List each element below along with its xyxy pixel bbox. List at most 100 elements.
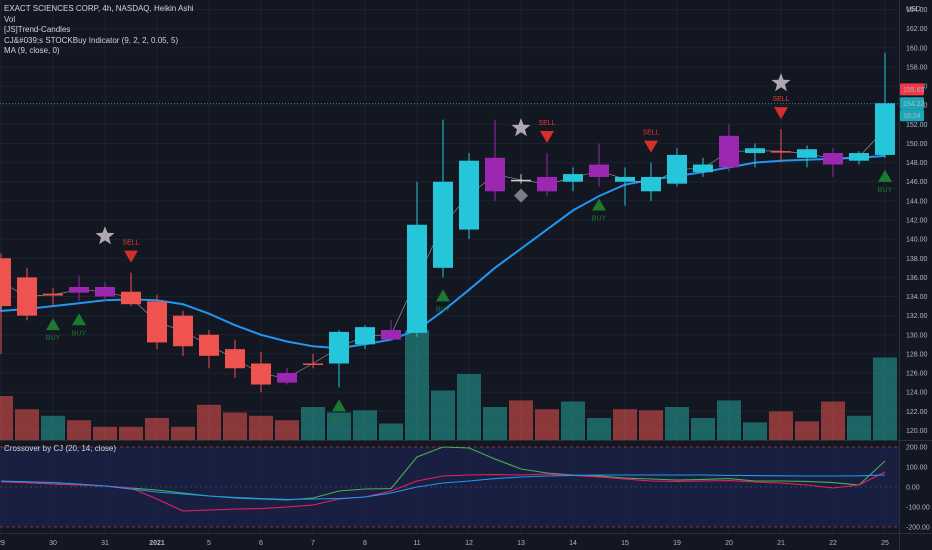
time-tick-label: 7 (311, 540, 315, 547)
sell-label: SELL (772, 96, 789, 103)
candle-body (693, 164, 713, 173)
volume-bar (743, 422, 767, 440)
sell-arrow-icon (124, 250, 138, 263)
volume-bar (769, 411, 793, 440)
candle-body (303, 363, 323, 365)
candle-body (875, 103, 895, 155)
candle-body (381, 330, 401, 340)
oscillator-line-red (0, 471, 886, 512)
candle-body (407, 224, 427, 333)
candle-body (199, 334, 219, 356)
volume-bar (483, 407, 507, 440)
price-badge-current-bg (900, 97, 924, 110)
candle-body (459, 160, 479, 230)
diamond-icon (514, 188, 528, 203)
volume-bar (119, 426, 143, 440)
volume-bar (301, 407, 325, 440)
oscillator-title[interactable]: Crossover by CJ (20, 14, close) (4, 444, 117, 453)
volume-bar (405, 330, 429, 440)
volume-bar (535, 409, 559, 440)
candle-body (43, 293, 63, 296)
volume-bar (197, 404, 221, 440)
candle-body (719, 135, 739, 168)
oscillator-tick-label: 100.00 (906, 465, 928, 472)
candle-body (485, 157, 505, 192)
oscillator-band (0, 447, 899, 527)
buy-label: BUY (332, 416, 347, 423)
volume-bar (457, 374, 481, 440)
price-badge-current: 154.22 (903, 101, 925, 108)
candle-body (355, 327, 375, 345)
price-tick-label: 120.00 (906, 428, 928, 435)
oscillator-tick-label: -200.00 (906, 525, 930, 532)
price-badge-red: 155.65 (903, 87, 925, 94)
time-tick-label: 15 (621, 540, 629, 547)
volume-bar (379, 423, 403, 440)
volume-bar (0, 396, 13, 440)
volume-bar (275, 420, 299, 440)
sell-arrow-icon (644, 140, 658, 153)
candle-body (771, 151, 791, 153)
volume-bar (639, 410, 663, 440)
price-tick-label: 134.00 (906, 294, 928, 301)
time-tick-label: 30 (49, 540, 57, 547)
legend-volume[interactable]: Vol (4, 14, 16, 24)
time-tick-label: 22 (829, 540, 837, 547)
sell-arrow-icon (774, 107, 788, 120)
volume-bar (145, 418, 169, 440)
price-tick-label: 164.00 (906, 7, 928, 14)
candle-body (615, 176, 635, 182)
price-tick-label: 136.00 (906, 275, 928, 282)
star-icon (511, 118, 531, 137)
buy-label: BUY (436, 306, 451, 313)
countdown-badge-bg (900, 109, 924, 122)
candle-body (667, 154, 687, 184)
volume-bar (795, 421, 819, 440)
time-tick-label: 19 (673, 540, 681, 547)
candle-body (95, 286, 115, 297)
buy-label: BUY (72, 330, 87, 337)
volume-bar (509, 400, 533, 440)
buy-arrow-icon (332, 399, 346, 412)
time-tick-label: 29 (0, 540, 5, 547)
candle-body (511, 179, 531, 182)
buy-arrow-icon (46, 318, 60, 331)
volume-bar (171, 426, 195, 440)
buy-label: BUY (46, 335, 61, 342)
time-tick-label: 13 (517, 540, 525, 547)
volume-bar (847, 415, 871, 440)
candle-body (745, 148, 765, 154)
price-tick-label: 162.00 (906, 26, 928, 33)
sell-label: SELL (642, 130, 659, 137)
buy-arrow-icon (592, 198, 606, 211)
volume-bar (249, 415, 273, 440)
candle-body (251, 363, 271, 385)
time-tick-label: 11 (413, 540, 420, 547)
time-tick-label: 6 (259, 540, 263, 547)
candle-body (797, 149, 817, 158)
buy-arrow-icon (72, 313, 86, 326)
buy-label: BUY (592, 216, 607, 223)
time-tick-label: 25 (881, 540, 889, 547)
volume-bar (15, 409, 39, 440)
time-tick-label: 8 (363, 540, 367, 547)
price-tick-label: 152.00 (906, 122, 928, 129)
volume-bar (691, 418, 715, 440)
legend-moving-average[interactable]: MA (9, close, 0) (4, 46, 60, 55)
sell-label: SELL (538, 120, 555, 127)
volume-bar (665, 407, 689, 440)
time-tick-label: 5 (207, 540, 211, 547)
price-tick-label: 160.00 (906, 45, 928, 52)
legend-title: EXACT SCIENCES CORP, 4h, NASDAQ, Heikin … (4, 4, 194, 13)
price-badge-red-bg (900, 83, 924, 96)
legend-trend-candles[interactable]: [JS]Trend-Candles (4, 25, 71, 34)
volume-bar (431, 390, 455, 440)
legend-stockbuy-indicator[interactable]: CJ&#039;s STOCKBuy Indicator (9, 2, 2, 0… (4, 35, 179, 45)
oscillator-tick-label: 200.00 (906, 445, 928, 452)
star-icon (95, 226, 115, 245)
price-tick-label: 126.00 (906, 371, 928, 378)
volume-bar (561, 401, 585, 440)
volume-bar (93, 426, 117, 440)
candle-body (17, 277, 37, 316)
candle-body (277, 373, 297, 383)
